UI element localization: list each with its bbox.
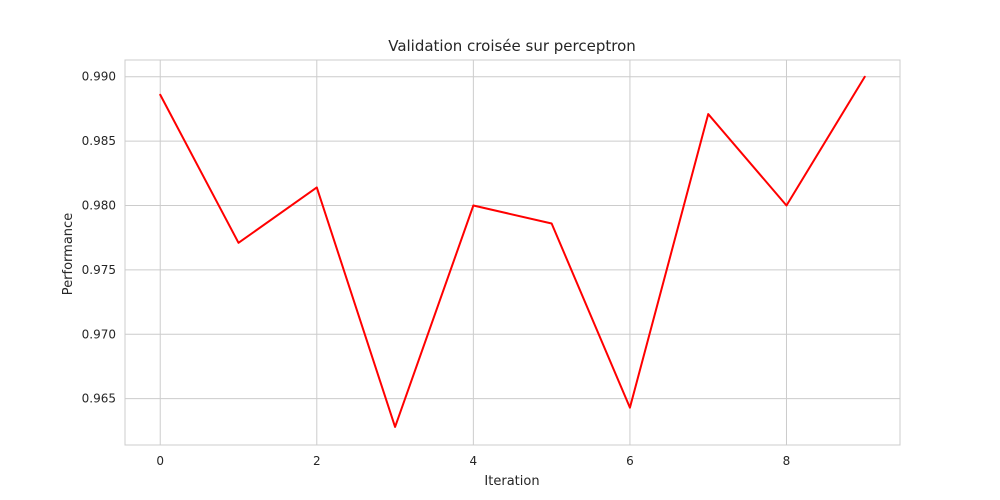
series-line-0 [159,75,866,428]
y-tick-label: 0.990 [82,70,116,84]
grid [125,60,900,445]
y-axis-label: Performance [61,213,76,295]
x-tick-label: 8 [783,454,791,468]
chart-title: Validation croisée sur perceptron [388,37,636,55]
y-tick-label: 0.980 [82,199,116,213]
x-axis-label: Iteration [484,474,539,489]
y-tick-label: 0.970 [82,327,116,341]
series-layer [159,75,866,428]
x-tick-label: 4 [470,454,478,468]
plot-frame [124,59,901,446]
x-tick-label: 6 [626,454,634,468]
y-tick-label: 0.965 [82,392,116,406]
y-tick-label: 0.985 [82,134,116,148]
x-tick-labels: 0 2 4 6 8 [156,454,790,468]
y-tick-label: 0.975 [82,263,116,277]
y-tick-labels: 0.965 0.970 0.975 0.980 0.985 0.990 [82,70,116,406]
x-tick-label: 0 [156,454,164,468]
x-tick-label: 2 [313,454,321,468]
